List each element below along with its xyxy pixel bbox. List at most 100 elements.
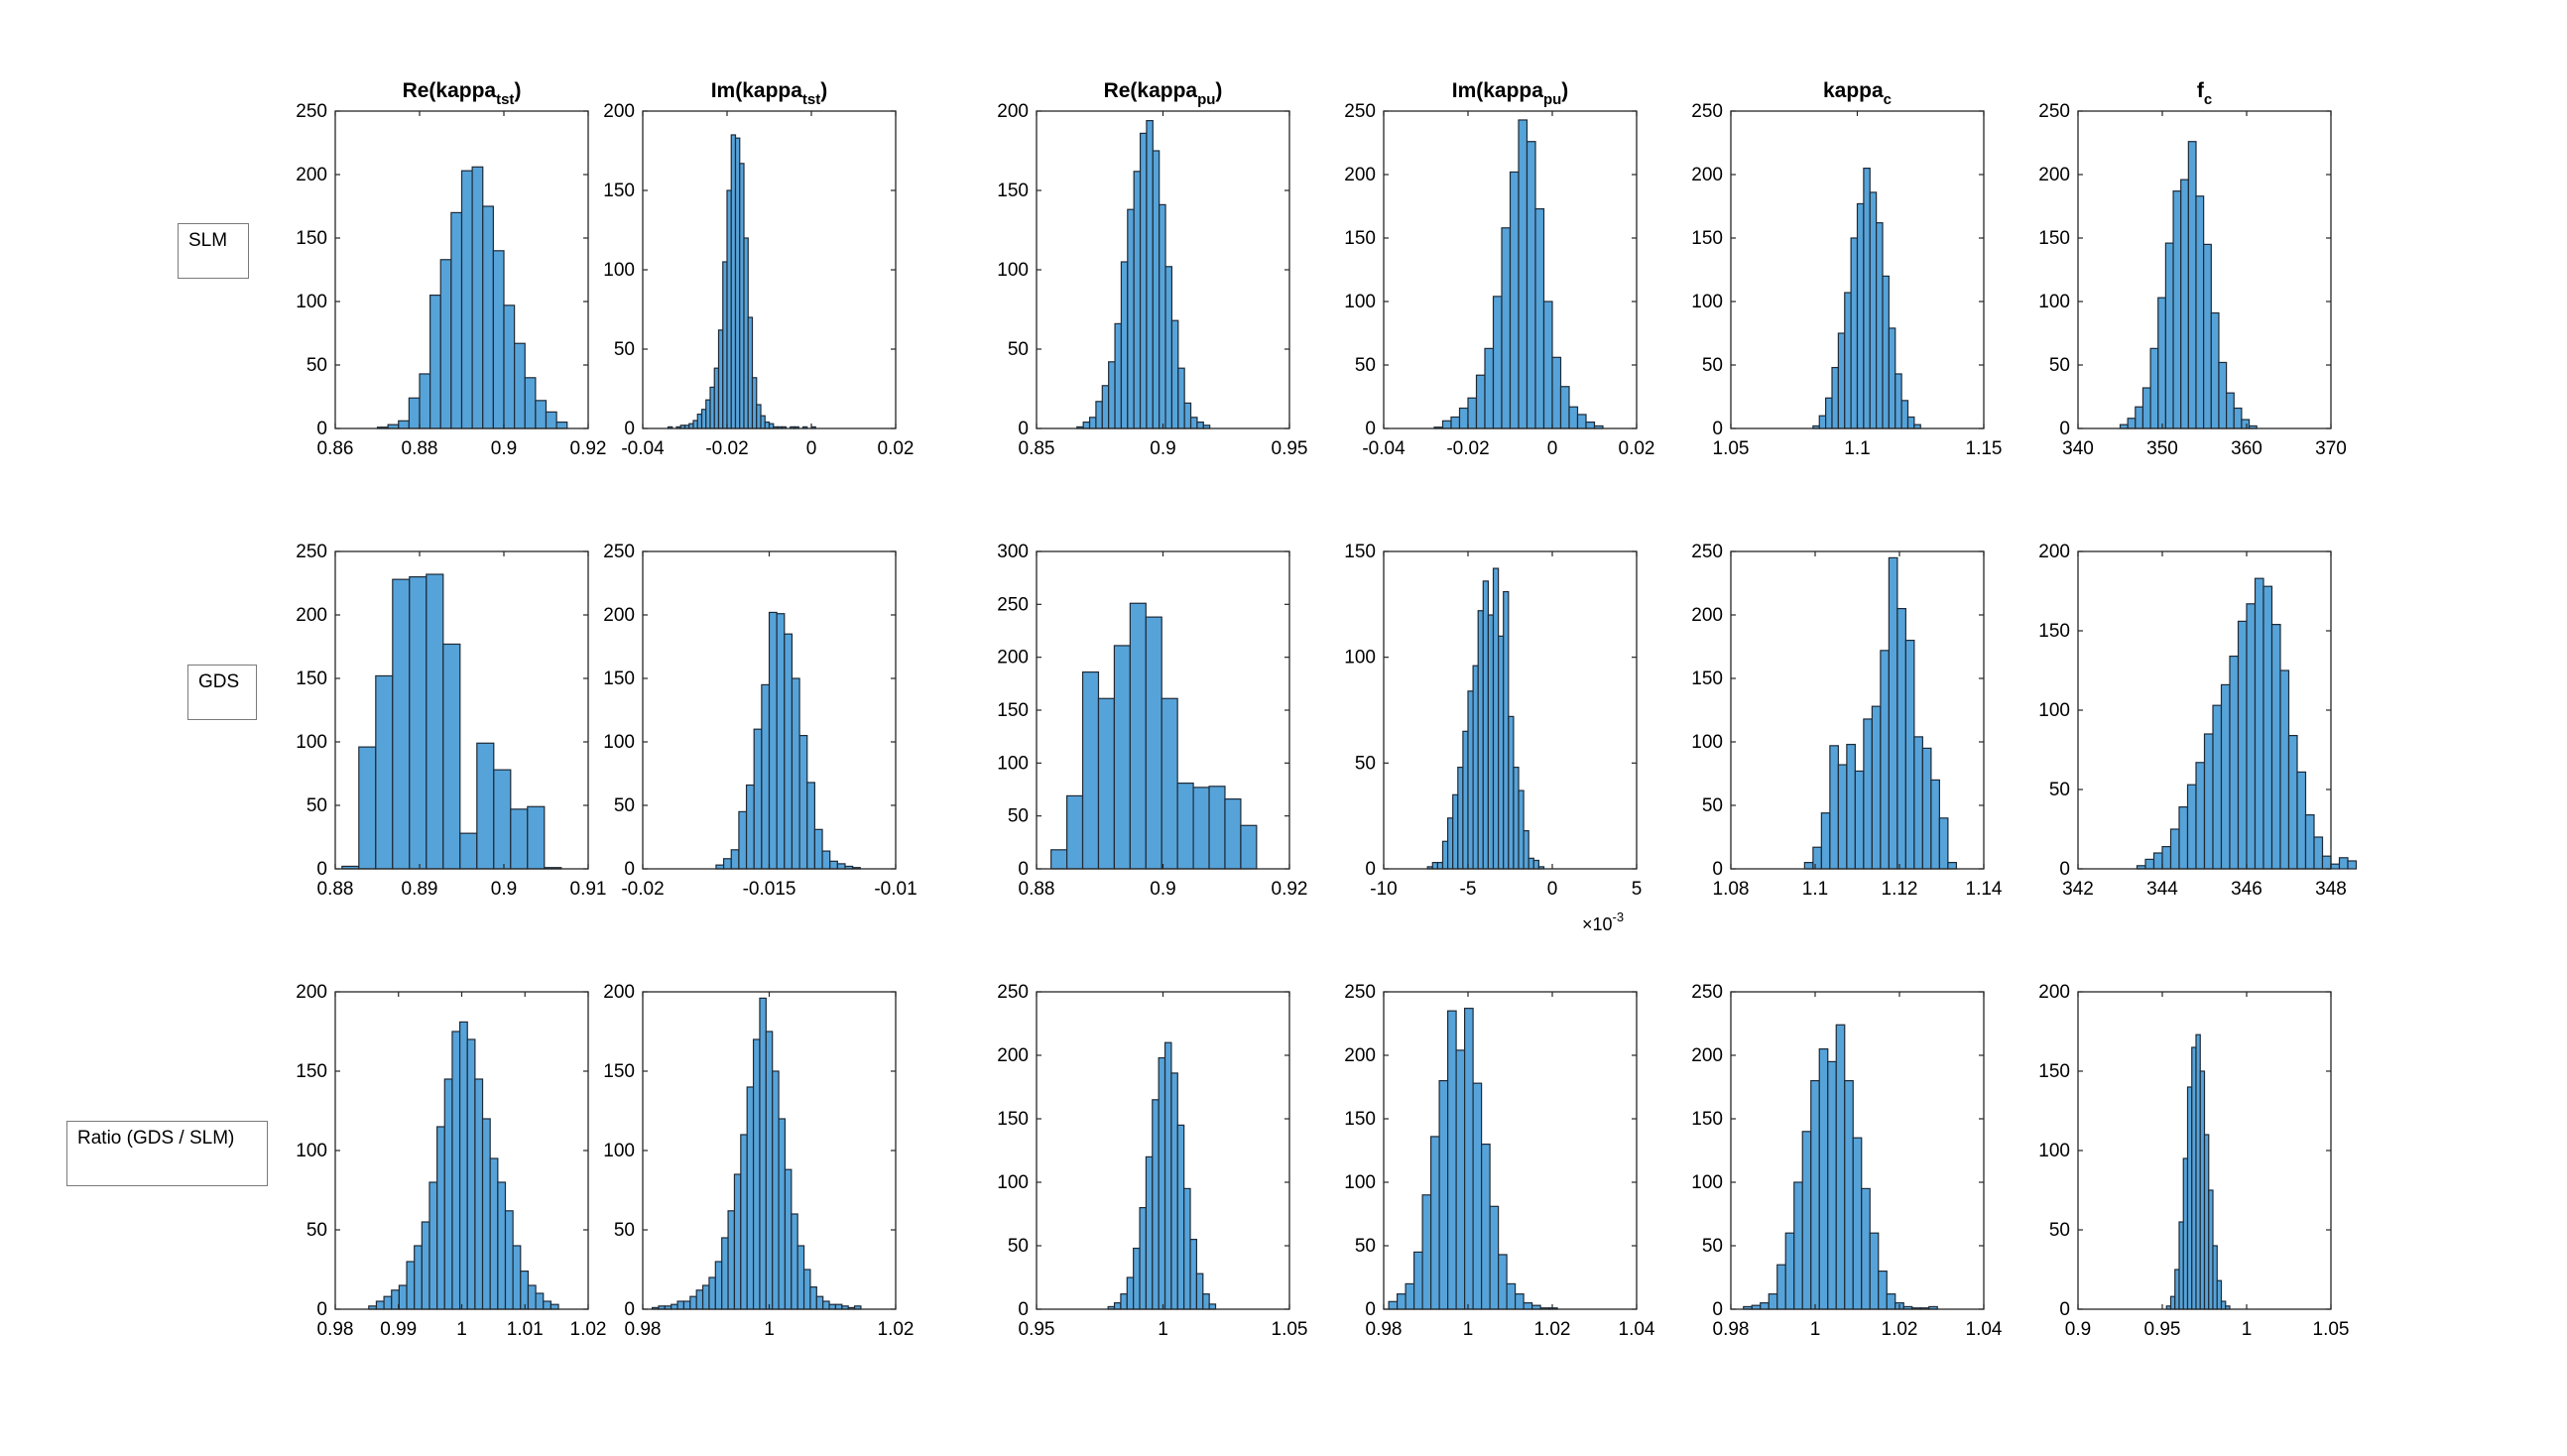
histogram-bar [1120,261,1129,429]
histogram-bar [1871,705,1882,870]
histogram-bar [1888,556,1898,870]
histogram-bar [1888,327,1896,429]
histogram-bar [1050,849,1068,870]
histogram-bar [1120,1293,1128,1310]
histogram-bar [764,422,771,429]
x-tick-label: 0.95 [2144,1319,2181,1340]
histogram-bar [1475,374,1486,429]
histogram-bar [2233,407,2243,429]
histogram-bar [1202,1293,1210,1310]
histogram-bar [1526,141,1536,429]
histogram-bar [535,400,548,429]
y-tick-label: 150 [603,668,635,689]
histogram-bar [2186,784,2197,870]
y-tick-label: 150 [1344,228,1376,249]
row-label-ratio: Ratio (GDS / SLM) [66,1121,268,1186]
histogram-bar [806,782,816,870]
histogram-bar [527,1284,537,1310]
y-tick-label: 0 [316,419,327,439]
histogram-bar [1452,793,1459,870]
x-tick-label: 5 [1632,879,1643,900]
chart-title: Re(kappapu) [1104,79,1223,108]
histogram-bar [493,769,512,870]
histogram-bar [1159,203,1166,429]
x-tick-label: 0.9 [1150,879,1175,900]
y-tick-label: 100 [997,1172,1029,1193]
y-tick-label: 0 [316,859,327,880]
histogram-bar [398,1284,408,1310]
x-tick-label: 1 [1463,1319,1474,1340]
y-tick-label: 150 [603,1061,635,1082]
histogram-bar [2330,863,2341,870]
y-tick-label: 50 [306,1220,327,1241]
histogram-bar [2212,1245,2218,1310]
x-exponent-label: ×10-3 [1582,910,1624,934]
histogram-bar [510,808,529,870]
histogram-r0c4: 0 50 100 150 200 250 1.05 1.1 1.15 kappac [1691,79,2002,459]
histogram-bar [1164,266,1173,429]
x-tick-label: 340 [2062,438,2094,459]
histogram-bar [1396,1293,1406,1310]
x-tick-label: 344 [2146,879,2178,900]
y-tick-label: 0 [2059,859,2070,880]
histogram-bar [730,849,740,870]
histogram-bar [1508,715,1515,870]
histogram-bar [776,613,786,870]
histogram-bar [439,259,452,429]
histogram-bar [695,1289,704,1310]
y-tick-label: 50 [1008,339,1029,360]
y-tick-label: 50 [614,1220,635,1241]
x-tick-label: 1.02 [1534,1319,1571,1340]
histogram-bar [2338,857,2349,870]
histogram-bar [450,211,463,429]
histogram-bar [768,423,775,429]
y-tick-label: 200 [1691,165,1723,185]
histogram-bar [1501,227,1512,429]
y-tick-label: 100 [296,292,327,312]
histogram-bar [1861,1187,1871,1310]
y-tick-label: 0 [1018,859,1029,880]
histogram-bar [2169,828,2180,870]
histogram-bar [682,1300,691,1310]
y-tick-label: 100 [2038,1141,2070,1161]
x-tick-label: 1 [1810,1319,1821,1340]
histogram-bar [784,1168,793,1310]
histogram-bar [1429,1136,1440,1310]
histogram-bar [2262,585,2273,870]
x-tick-label: 0.86 [317,438,354,459]
histogram-bar [414,1245,423,1310]
histogram-bar [1876,222,1884,429]
histogram-bar [1827,1060,1837,1310]
histogram-bar [1145,1155,1154,1310]
histogram-bar [1497,1254,1508,1310]
histogram-bar [747,316,754,429]
histogram-bar [504,1210,514,1310]
histogram-bar [1458,407,1469,429]
y-tick-label: 250 [603,542,635,562]
histogram-bar [2169,1295,2176,1310]
histogram-bar [409,575,428,870]
y-tick-label: 0 [316,1299,327,1320]
x-tick-label: 0.95 [1272,438,1308,459]
histogram-bar [1854,770,1865,870]
histogram-bar [791,1213,798,1310]
histogram-bar [383,1295,393,1310]
y-tick-label: 250 [997,594,1029,615]
y-tick-label: 250 [296,542,327,562]
x-tick-label: 1.01 [507,1319,544,1340]
histogram-bar [497,1181,507,1310]
histogram-bar [745,784,755,870]
histogram-bar [802,1269,811,1310]
x-tick-label: -0.02 [705,438,748,459]
histogram-bar [2127,418,2137,429]
histogram-bar [1139,1206,1148,1310]
histogram-bar [1837,764,1848,870]
x-tick-label: 0.92 [570,438,607,459]
histogram-bar [734,137,741,429]
histogram-bar [1436,861,1444,870]
histogram-bar [1793,1181,1803,1310]
histogram-bar [1896,607,1906,870]
histogram-bar [738,810,748,870]
x-tick-label: 0.88 [1019,879,1055,900]
y-tick-label: 150 [2038,1061,2070,1082]
